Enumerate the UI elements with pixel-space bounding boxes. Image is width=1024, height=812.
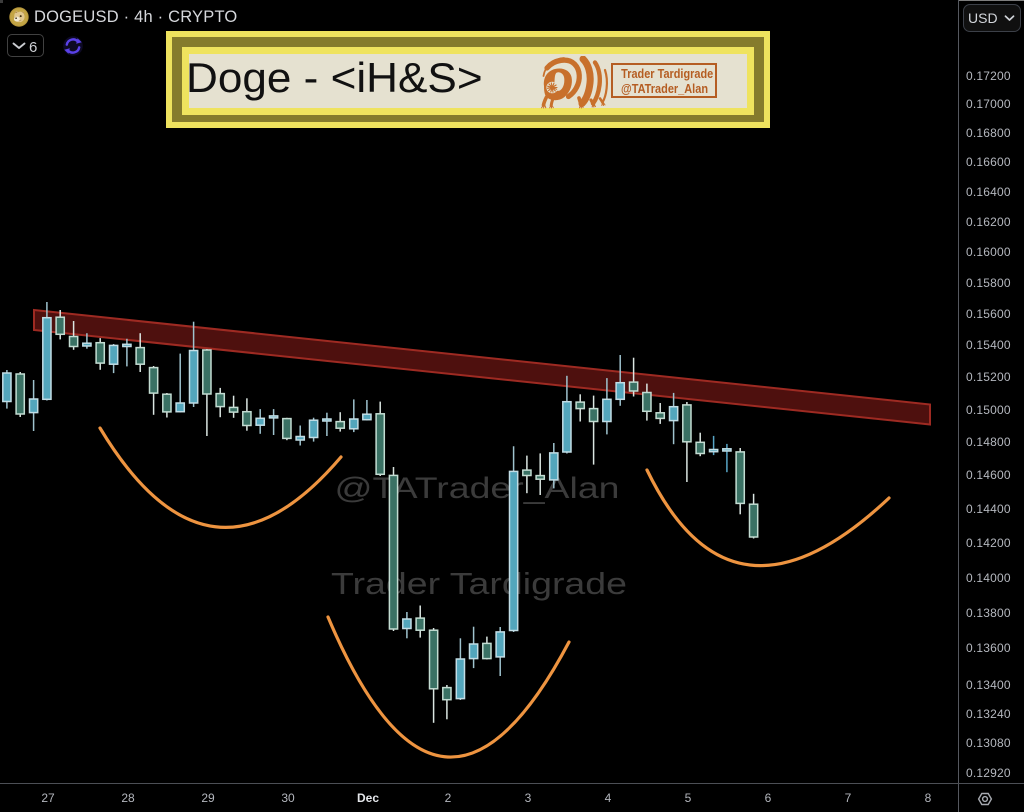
svg-text:Trader Tardigrade: Trader Tardigrade	[331, 566, 627, 601]
svg-text:@TATrader_Alan: @TATrader_Alan	[335, 472, 620, 505]
